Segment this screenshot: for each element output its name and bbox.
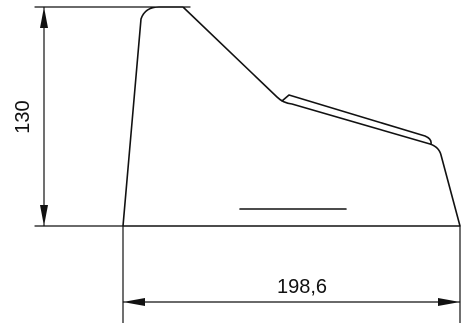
height-bottom-arrow <box>40 205 48 226</box>
height-dimension-label: 130 <box>12 100 34 133</box>
top-raised-edge <box>281 94 432 145</box>
width-dimension-label: 198,6 <box>277 276 327 298</box>
object-profile <box>122 6 461 227</box>
object-outline <box>122 6 461 227</box>
width-left-arrow <box>123 298 145 306</box>
width-right-arrow <box>438 298 460 306</box>
height-dimension: 130 <box>12 6 191 227</box>
width-dimension: 198,6 <box>122 225 461 323</box>
height-top-arrow <box>40 7 48 28</box>
